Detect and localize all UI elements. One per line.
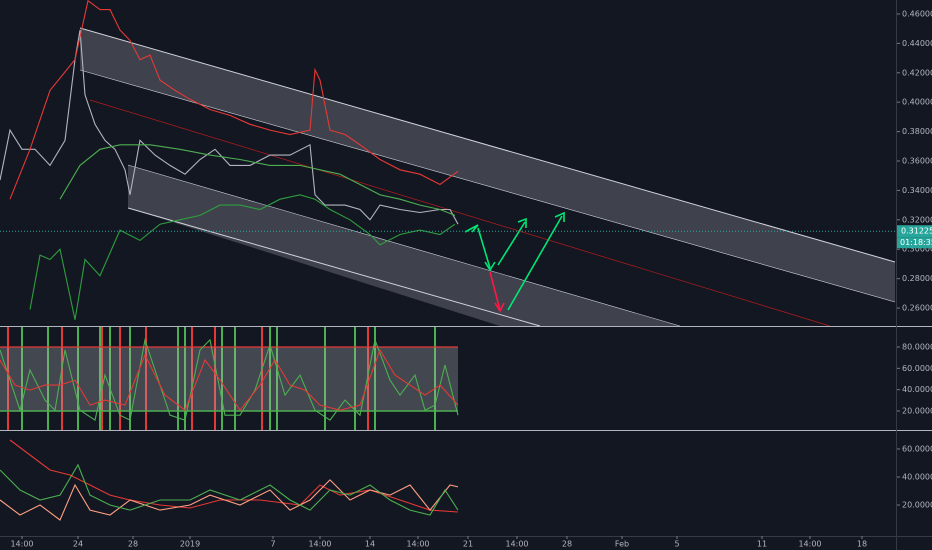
x-tick-label: 7 [270,540,275,549]
x-tick-label: 14:00 [505,540,528,549]
y-tick-label: 0.28000 [902,274,932,283]
x-tick-label: 28 [128,540,138,549]
y-tick-label: 60.0000 [902,364,932,373]
x-tick-label: 14:00 [406,540,429,549]
y-tick-label: 40.0000 [902,472,932,481]
series-line [0,479,459,521]
arrow [494,302,505,313]
channel-line [127,164,681,327]
arrow [464,224,479,233]
channel-drawings [79,27,896,327]
arrow [497,221,526,266]
series-line [29,194,456,320]
channel-line [79,27,896,263]
arrow [489,271,501,311]
y-tick-label: 0.30000 [902,245,932,254]
x-tick-label: 14 [365,540,375,549]
arrows [464,211,565,313]
y-tick-label: 40.0000 [902,385,932,394]
x-tick-label: 14:00 [798,540,821,549]
y-tick-label: 20.0000 [902,501,932,510]
series-line [0,463,459,516]
price-tag-label: 0.31225 [901,227,932,236]
y-tick-label: 0.34000 [902,186,932,195]
channel-band [80,28,895,302]
arrow [484,261,496,272]
price-tag [897,225,932,238]
x-tick-label: 18 [857,540,867,549]
x-tick-label: 14:00 [10,540,33,549]
y-tick-label: 0.40000 [902,98,932,107]
y-tick-label: 0.36000 [902,157,932,166]
arrow [517,217,527,228]
y-tick-label: 0.44000 [902,39,932,48]
y-tick-label: 0.26000 [902,304,932,313]
series-line [9,0,459,200]
x-tick-label: Feb [615,540,629,549]
countdown-tag [897,237,932,249]
series-line [59,144,456,216]
series-line [0,348,459,412]
series-line [0,30,459,225]
x-tick-label: 14:00 [308,540,331,549]
arrow [554,211,565,222]
y-tick-label: 0.32000 [902,215,932,224]
y-tick-label: 0.42000 [902,68,932,77]
y-tick-label: 60.0000 [902,444,932,453]
countdown-label: 01:18:35 [900,238,932,247]
channel-line [127,207,541,327]
channel-line [79,69,896,303]
x-tick-label: 28 [562,540,572,549]
x-tick-label: 5 [674,540,679,549]
y-tick-label: 0.46000 [902,9,932,18]
x-tick-label: 11 [757,540,767,549]
x-tick-label: 21 [463,540,473,549]
x-tick-label: 24 [73,540,83,549]
y-tick-label: 80.0000 [902,342,932,351]
arrow [477,227,491,269]
x-tick-label: 2019 [180,540,200,549]
y-tick-label: 0.38000 [902,127,932,136]
trend-line [89,99,831,327]
y-tick-label: 20.0000 [902,407,932,416]
